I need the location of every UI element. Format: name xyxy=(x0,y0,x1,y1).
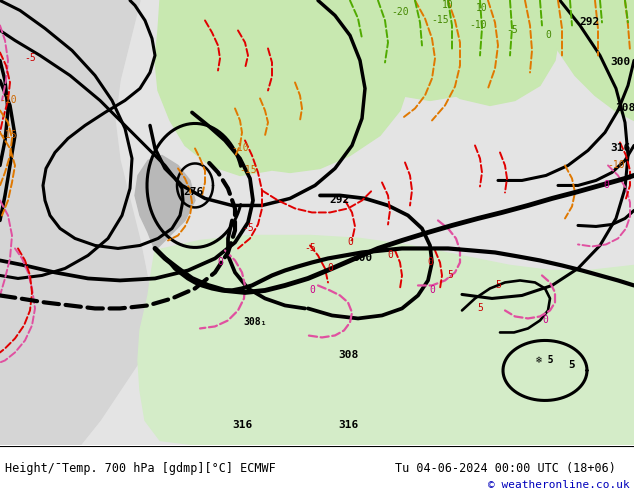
Text: 292: 292 xyxy=(580,18,600,27)
Text: 0: 0 xyxy=(347,238,353,247)
Text: -10: -10 xyxy=(231,144,249,153)
Text: 300: 300 xyxy=(352,253,372,264)
Text: -15: -15 xyxy=(239,166,257,175)
Text: 10: 10 xyxy=(442,0,454,10)
Polygon shape xyxy=(135,155,195,250)
Text: ❄ 5: ❄ 5 xyxy=(536,355,554,366)
Text: 0: 0 xyxy=(429,286,435,295)
Text: 5: 5 xyxy=(569,361,576,370)
Polygon shape xyxy=(155,0,330,175)
Text: -5: -5 xyxy=(506,25,518,35)
Text: -15: -15 xyxy=(0,130,17,141)
Polygon shape xyxy=(380,0,560,105)
Text: Height/¯Temp. 700 hPa [gdmp][°C] ECMWF: Height/¯Temp. 700 hPa [gdmp][°C] ECMWF xyxy=(5,462,276,475)
Text: 0: 0 xyxy=(217,257,223,268)
Text: 5: 5 xyxy=(477,303,483,314)
Text: -5: -5 xyxy=(242,223,254,233)
Polygon shape xyxy=(138,236,634,445)
Polygon shape xyxy=(0,0,634,445)
Text: 316: 316 xyxy=(232,420,252,430)
Text: © weatheronline.co.uk: © weatheronline.co.uk xyxy=(488,480,630,490)
Text: -5: -5 xyxy=(24,53,36,63)
Text: 0: 0 xyxy=(387,250,393,261)
Text: 0: 0 xyxy=(327,264,333,273)
Text: 300: 300 xyxy=(610,57,630,68)
Text: 308: 308 xyxy=(338,350,358,361)
Polygon shape xyxy=(200,0,520,100)
Text: 5: 5 xyxy=(495,280,501,291)
Polygon shape xyxy=(540,0,634,121)
Text: 316: 316 xyxy=(338,420,358,430)
Text: -20: -20 xyxy=(391,7,409,18)
Text: 292: 292 xyxy=(330,196,350,205)
Text: -10: -10 xyxy=(607,160,625,171)
Text: 0: 0 xyxy=(542,316,548,325)
Text: Tu 04-06-2024 00:00 UTC (18+06): Tu 04-06-2024 00:00 UTC (18+06) xyxy=(395,462,616,475)
Polygon shape xyxy=(188,0,410,172)
Polygon shape xyxy=(0,0,150,445)
Text: 308₁: 308₁ xyxy=(243,318,267,327)
Text: 0: 0 xyxy=(545,30,551,41)
Text: -10: -10 xyxy=(0,96,17,105)
Text: 276: 276 xyxy=(183,188,203,197)
Text: -10: -10 xyxy=(469,21,487,30)
Text: 5: 5 xyxy=(447,270,453,280)
Text: -5: -5 xyxy=(304,244,316,253)
Text: 0: 0 xyxy=(309,286,315,295)
Text: 0: 0 xyxy=(603,180,609,191)
Text: 316: 316 xyxy=(610,144,630,153)
Text: 10: 10 xyxy=(476,3,488,13)
Text: -15: -15 xyxy=(431,16,449,25)
Text: 308: 308 xyxy=(615,103,634,114)
Text: 0: 0 xyxy=(427,257,433,268)
